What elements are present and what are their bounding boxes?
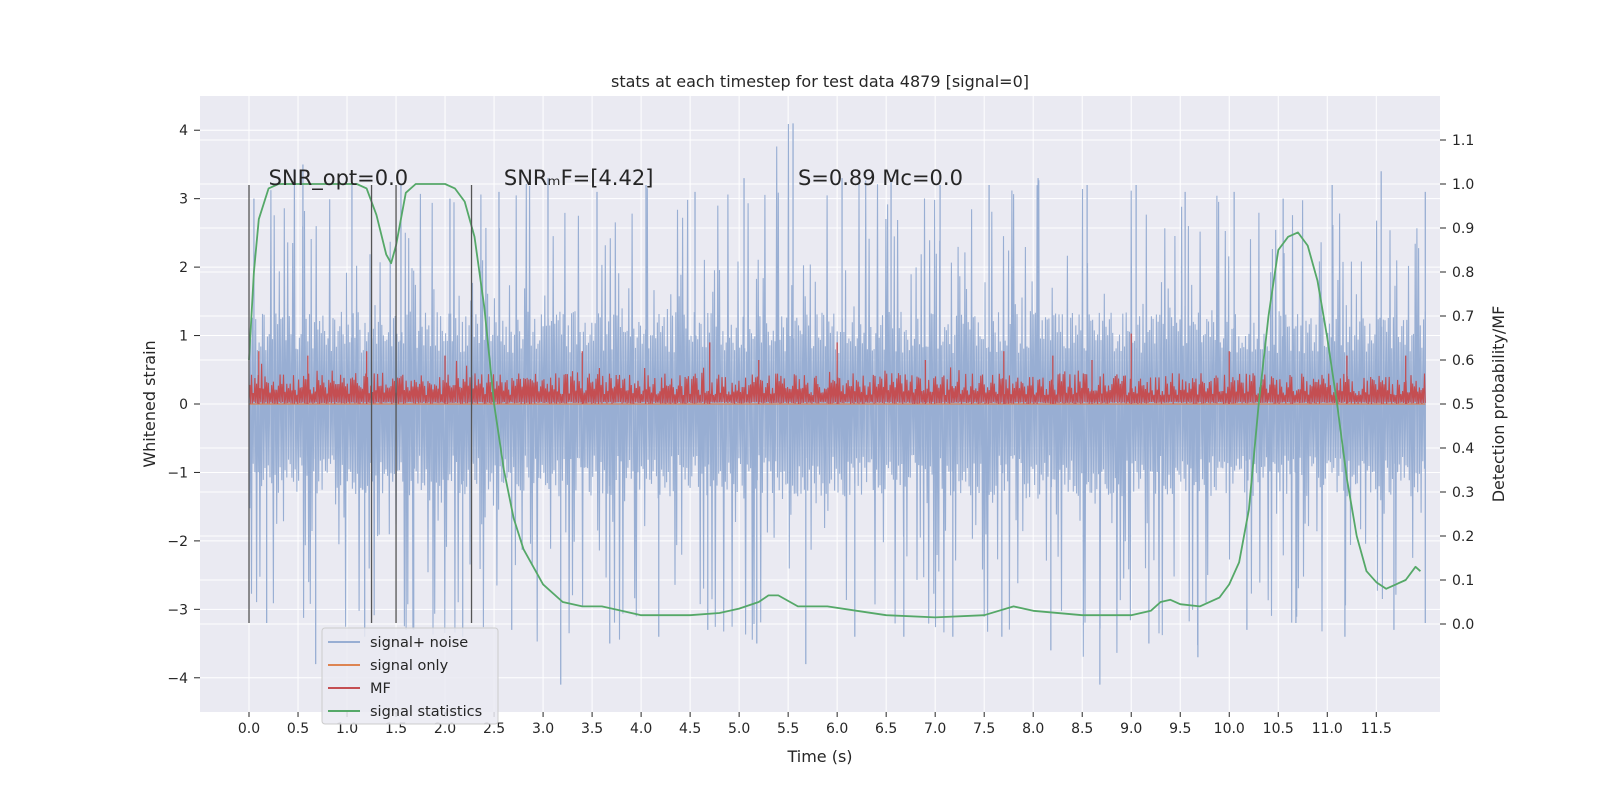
legend-box bbox=[321, 627, 499, 725]
x-tick-label: 11.0 bbox=[1312, 721, 1343, 737]
x-tick-label: 10.5 bbox=[1263, 721, 1294, 737]
x-tick-label: 4.5 bbox=[679, 721, 701, 737]
legend-label: signal statistics bbox=[370, 704, 482, 720]
x-tick-label: 10.0 bbox=[1214, 721, 1245, 737]
x-tick-label: 7.0 bbox=[924, 721, 946, 737]
annotation-text: SNR_opt=0.0 bbox=[269, 166, 409, 191]
x-tick-label: 0.5 bbox=[287, 721, 309, 737]
x-tick-label: 5.5 bbox=[777, 721, 799, 737]
y-left-tick-label: 0 bbox=[179, 397, 188, 413]
y-left-tick-label: 1 bbox=[179, 329, 188, 345]
x-tick-label: 1.5 bbox=[385, 721, 407, 737]
y-right-tick-label: 0.2 bbox=[1452, 529, 1474, 545]
y-right-tick-label: 0.8 bbox=[1452, 265, 1474, 281]
y-axis-label-right: Detection probability/MF bbox=[1489, 306, 1508, 503]
y-left-tick-label: −1 bbox=[167, 465, 188, 481]
y-right-tick-label: 0.6 bbox=[1452, 353, 1474, 369]
annotation-text: SNRₘF=[4.42] bbox=[504, 166, 654, 190]
y-left-tick-label: −4 bbox=[167, 671, 188, 687]
axis-ticks: 0.0 0.5 1.0 1.5 2.0 2.5 3.0 3.5 4.0 4.5 5.0 5.5 6.0 6… bbox=[167, 123, 1474, 737]
chart-title: stats at each timestep for test data 487… bbox=[611, 72, 1029, 91]
annotations: SNR_opt=0.0 SNRₘF=[4.42] S=0.89 Mᴄ=0.0 bbox=[269, 166, 963, 191]
series-layer bbox=[248, 123, 1426, 685]
y-left-tick-label: −3 bbox=[167, 602, 188, 618]
x-tick-label: 7.5 bbox=[973, 721, 995, 737]
y-right-tick-label: 0.5 bbox=[1452, 397, 1474, 413]
x-tick-label: 2.5 bbox=[483, 721, 505, 737]
x-tick-label: 4.0 bbox=[630, 721, 652, 737]
x-tick-label: 8.0 bbox=[1022, 721, 1044, 737]
series-signal-statistics bbox=[248, 183, 1422, 619]
legend-label: signal+ noise bbox=[370, 635, 468, 651]
x-tick-label: 11.5 bbox=[1361, 721, 1392, 737]
y-right-tick-label: 0.3 bbox=[1452, 485, 1474, 501]
vertical-markers bbox=[248, 184, 473, 624]
y-right-tick-label: 0.1 bbox=[1452, 573, 1474, 589]
x-tick-label: 3.5 bbox=[581, 721, 603, 737]
x-tick-label: 1.0 bbox=[336, 721, 358, 737]
x-tick-label: 6.0 bbox=[826, 721, 848, 737]
legend-label: signal only bbox=[370, 658, 449, 674]
legend: signal+ noise signal only MF signal statist… bbox=[321, 627, 499, 725]
y-left-tick-label: 3 bbox=[179, 192, 188, 208]
x-tick-label: 5.0 bbox=[728, 721, 750, 737]
x-tick-label: 9.0 bbox=[1120, 721, 1142, 737]
y-right-tick-label: 1.1 bbox=[1452, 133, 1474, 149]
y-right-tick-label: 0.7 bbox=[1452, 309, 1474, 325]
x-tick-label: 3.0 bbox=[532, 721, 554, 737]
x-tick-label: 2.0 bbox=[434, 721, 456, 737]
x-tick-label: 0.0 bbox=[238, 721, 260, 737]
x-tick-label: 6.5 bbox=[875, 721, 897, 737]
y-left-tick-label: −2 bbox=[167, 534, 188, 550]
x-tick-label: 8.5 bbox=[1071, 721, 1093, 737]
legend-label: MF bbox=[370, 681, 391, 697]
annotation-text: S=0.89 Mᴄ=0.0 bbox=[798, 166, 963, 190]
y-left-tick-label: 4 bbox=[179, 123, 188, 139]
y-right-tick-label: 1.0 bbox=[1452, 177, 1474, 193]
y-right-tick-label: 0.0 bbox=[1452, 617, 1474, 633]
y-right-tick-label: 0.4 bbox=[1452, 441, 1474, 457]
series-signal-noise bbox=[248, 123, 1426, 657]
x-tick-label: 9.5 bbox=[1169, 721, 1191, 737]
x-axis-label: Time (s) bbox=[786, 747, 852, 766]
y-axis-label-left: Whitened strain bbox=[140, 340, 159, 467]
y-right-tick-label: 0.9 bbox=[1452, 221, 1474, 237]
y-left-tick-label: 2 bbox=[179, 260, 188, 276]
